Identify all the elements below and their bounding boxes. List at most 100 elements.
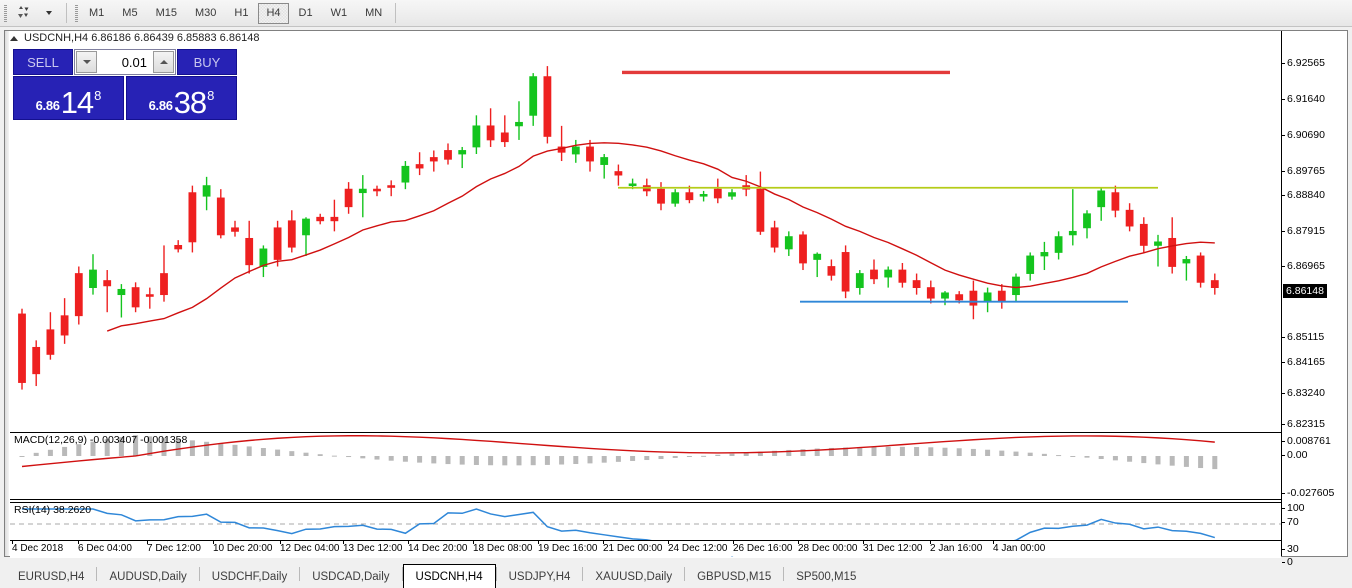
current-price-label: 6.86148 [1283, 284, 1327, 298]
collapse-triangle-icon[interactable] [10, 35, 18, 41]
timeframe-w1[interactable]: W1 [330, 7, 348, 19]
buy-price-button[interactable]: 6.86 38 8 [126, 76, 237, 120]
caret-down-icon[interactable] [76, 51, 97, 73]
price-label: 6.88840 [1287, 189, 1325, 201]
price-label: 6.85115 [1287, 331, 1325, 343]
timeframe-group: M1 M5 M15 M30 H1 H4 D1 W1 MN [80, 2, 391, 24]
rsi-scale-tick [1282, 549, 1285, 550]
price-tick [1282, 63, 1285, 64]
time-tick [408, 541, 409, 544]
tab-eurusd-h4[interactable]: EURUSD,H4 [18, 571, 85, 583]
rsi-scale-tick [1282, 508, 1285, 509]
time-label: 26 Dec 16:00 [733, 543, 793, 554]
timeframe-mn[interactable]: MN [365, 7, 383, 19]
timeframe-h1[interactable]: H1 [234, 7, 249, 19]
time-label: 10 Dec 20:00 [213, 543, 273, 554]
time-tick [993, 541, 994, 544]
tab-usdjpy-h4[interactable]: USDJPY,H4 [508, 571, 571, 583]
sell-price-button[interactable]: 6.86 14 8 [13, 76, 124, 120]
price-label: 6.87915 [1287, 225, 1325, 237]
time-tick [603, 541, 604, 544]
volume-stepper[interactable]: 0.01 [74, 49, 176, 75]
sell-button[interactable]: SELL [13, 49, 73, 75]
time-label: 24 Dec 12:00 [668, 543, 728, 554]
macd-scale-tick [1282, 441, 1285, 442]
tab-usdchf-daily[interactable]: USDCHF,Daily [211, 571, 288, 583]
tab-xauusd-daily[interactable]: XAUUSD,Daily [595, 571, 673, 583]
indicators-icon[interactable] [11, 2, 35, 24]
sell-price-prefix: 6.86 [35, 98, 60, 113]
one-click-trading-panel[interactable]: SELL 0.01 BUY 6.86 14 8 6.86 38 8 [13, 49, 237, 120]
tab-separator [96, 567, 98, 581]
buy-button[interactable]: BUY [177, 49, 237, 75]
volume-input[interactable]: 0.01 [121, 54, 147, 70]
chevron-down-icon[interactable] [37, 2, 61, 24]
time-tick [668, 541, 669, 544]
main-toolbar: M1 M5 M15 M30 H1 H4 D1 W1 MN [0, 0, 1352, 27]
price-label: 6.91640 [1287, 93, 1325, 105]
tab-separator [401, 567, 403, 581]
chart-window[interactable]: USDCNH,H4 6.86186 6.86439 6.85883 6.8614… [4, 30, 1348, 568]
time-tick [280, 541, 281, 544]
timeframe-m5[interactable]: M5 [122, 7, 138, 19]
price-tick [1282, 362, 1285, 363]
time-scale[interactable]: 4 Dec 2018 6 Dec 04:00 7 Dec 12:00 10 Dec 2… [10, 540, 1281, 556]
buy-price-prefix: 6.86 [148, 98, 173, 113]
rsi-scale-label: 30 [1287, 543, 1299, 555]
tab-sp500-m15[interactable]: SP500,M15 [796, 571, 857, 583]
timeframe-m15[interactable]: M15 [155, 7, 177, 19]
tab-audusd-daily[interactable]: AUDUSD,Daily [109, 571, 187, 583]
time-label: 14 Dec 20:00 [408, 543, 468, 554]
tab-usdcad-daily[interactable]: USDCAD,Daily [312, 571, 390, 583]
time-label: 6 Dec 04:00 [78, 543, 132, 554]
caret-up-icon[interactable] [153, 51, 174, 73]
price-scale[interactable]: 6.92565 6.91640 6.90690 6.89765 6.88840 6.879… [1281, 31, 1347, 568]
price-label: 6.89765 [1287, 165, 1325, 177]
price-label: 6.83240 [1287, 387, 1325, 399]
timeframe-m1[interactable]: M1 [89, 7, 105, 19]
tab-separator [299, 567, 301, 581]
time-tick [12, 541, 13, 544]
price-tick [1282, 424, 1285, 425]
timeframe-m30[interactable]: M30 [194, 7, 217, 19]
macd-pane[interactable]: MACD(12,26,9) -0.003407 -0.001358 [10, 432, 1281, 500]
price-label: 6.84165 [1287, 356, 1325, 368]
price-label: 6.86965 [1287, 260, 1325, 272]
timeframe-h4[interactable]: H4 [258, 2, 289, 24]
toolbar-separator [66, 3, 67, 23]
symbol-ohlc-label: USDCNH,H4 6.86186 6.86439 6.85883 6.8614… [24, 32, 260, 44]
rsi-pane[interactable]: RSI(14) 38.2620 [10, 502, 1283, 568]
tab-gbpusd-m15[interactable]: GBPUSD,M15 [697, 571, 772, 583]
time-label: 18 Dec 08:00 [473, 543, 533, 554]
time-label: 19 Dec 16:00 [538, 543, 598, 554]
time-label: 12 Dec 04:00 [280, 543, 340, 554]
time-tick [473, 541, 474, 544]
time-tick [863, 541, 864, 544]
time-label: 2 Jan 16:00 [930, 543, 983, 554]
rsi-scale-label: 100 [1287, 502, 1305, 514]
time-label: 31 Dec 12:00 [863, 543, 923, 554]
time-label: 4 Dec 2018 [12, 543, 64, 554]
oct-prices-row: 6.86 14 8 6.86 38 8 [13, 76, 237, 120]
time-label: 7 Dec 12:00 [147, 543, 201, 554]
timeframe-d1[interactable]: D1 [298, 7, 313, 19]
chart-tab-bar: EURUSD,H4 AUDUSD,Daily USDCHF,Daily USDCAD,… [0, 558, 1352, 588]
time-tick [78, 541, 79, 544]
macd-scale-label: -0.027605 [1287, 487, 1335, 499]
sell-price-big: 14 [60, 85, 94, 120]
tab-usdcnh-h4[interactable]: USDCNH,H4 [402, 564, 496, 588]
buy-price-fraction: 8 [207, 88, 215, 103]
rsi-label: RSI(14) 38.2620 [14, 504, 92, 516]
time-tick [733, 541, 734, 544]
candlestick-plot [18, 66, 1219, 390]
tab-separator [198, 567, 200, 581]
time-tick [798, 541, 799, 544]
toolbar-drag-handle[interactable] [2, 4, 10, 23]
tab-separator [495, 567, 497, 581]
macd-scale-label: 0.00 [1287, 449, 1308, 461]
price-tick [1282, 393, 1285, 394]
chart-symbol-bar: USDCNH,H4 6.86186 6.86439 6.85883 6.8614… [5, 31, 1347, 45]
timeframe-drag-handle[interactable] [73, 4, 80, 23]
tab-separator [783, 567, 785, 581]
time-tick [538, 541, 539, 544]
